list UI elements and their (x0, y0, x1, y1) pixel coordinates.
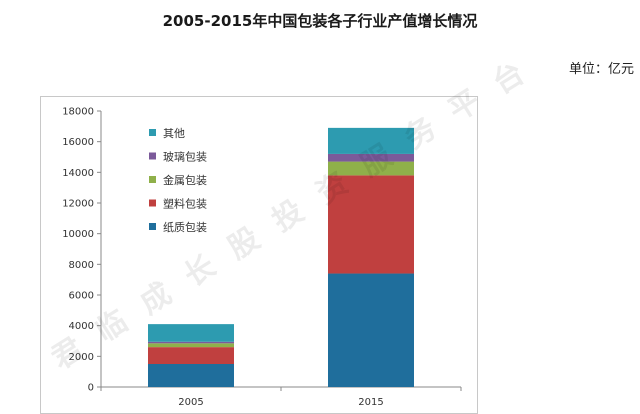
legend-label: 其他 (163, 127, 185, 140)
bar-segment (328, 273, 414, 387)
chart-plot: 0 2000 4000 6000 8000 10000 12000 14000 16000 180… (62, 107, 462, 408)
bar-segment (148, 364, 234, 387)
chart-frame: 0 2000 4000 6000 8000 10000 12000 14000 16000 180… (40, 96, 478, 414)
y-tick-label: 4000 (69, 321, 94, 332)
unit-label: 单位：亿元 (568, 62, 634, 77)
bar-segment (328, 175, 414, 274)
y-tick-label: 16000 (62, 137, 94, 148)
legend-swatch (149, 176, 156, 183)
legend-label: 玻璃包装 (163, 150, 207, 164)
chart-title: 2005-2015年中国包装各子行业产值增长情况 (162, 12, 478, 30)
legend-label: 塑料包装 (163, 197, 207, 211)
x-tick-label: 2015 (358, 397, 383, 408)
legend-swatch (149, 199, 156, 207)
y-tick-label: 8000 (69, 260, 94, 271)
legend-swatch (149, 152, 156, 160)
legend-label: 金属包装 (163, 173, 207, 187)
x-tick-label: 2005 (178, 397, 203, 408)
legend-swatch (149, 129, 156, 136)
y-tick-label: 6000 (69, 291, 94, 302)
bar-segment (328, 153, 414, 162)
y-tick-label: 10000 (62, 229, 94, 240)
bar-segment (148, 341, 234, 344)
bar-segment (148, 347, 234, 364)
legend-label: 纸质包装 (163, 221, 207, 234)
bar-segment (328, 127, 414, 154)
y-tick-label: 18000 (62, 107, 94, 118)
bar-segment (148, 324, 234, 342)
y-tick-label: 12000 (62, 199, 94, 210)
y-tick-label: 14000 (62, 168, 94, 179)
legend-swatch (149, 223, 156, 230)
y-tick-label: 0 (88, 383, 94, 394)
bar-segment (328, 161, 414, 176)
bar-segment (148, 343, 234, 348)
y-tick-label: 2000 (69, 352, 94, 363)
